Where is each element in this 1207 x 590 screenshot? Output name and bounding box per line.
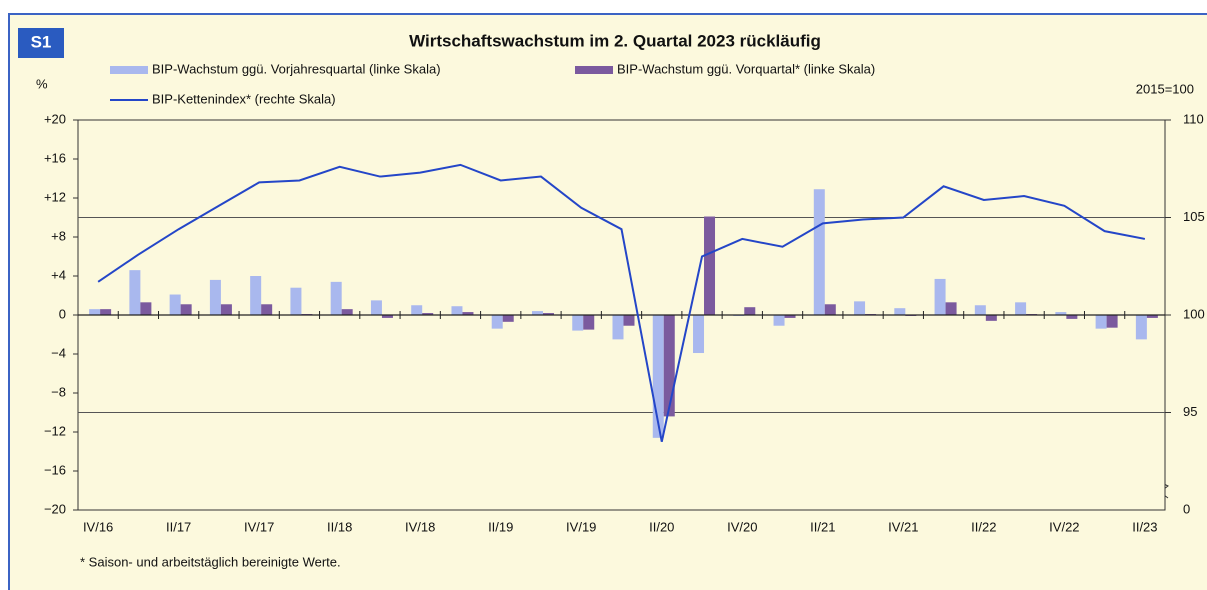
x-tick-label: II/19	[488, 519, 513, 534]
y2-axis-label: 2015=100	[1136, 81, 1194, 96]
y-tick-label: +16	[44, 150, 66, 165]
y2-tick-label: 95	[1183, 404, 1197, 419]
footnote: * Saison- und arbeitstäglich bereinigte …	[80, 554, 341, 569]
bar	[462, 312, 474, 315]
bar	[1106, 315, 1118, 328]
x-tick-label: II/23	[1132, 519, 1157, 534]
legend-label: BIP-Wachstum ggü. Vorquartal* (linke Ska…	[617, 61, 875, 76]
y-tick-label: +12	[44, 189, 66, 204]
bar	[89, 309, 101, 315]
x-tick-label: IV/17	[244, 519, 274, 534]
x-tick-label: II/17	[166, 519, 191, 534]
bar	[250, 276, 262, 315]
bar	[572, 315, 584, 331]
bar	[813, 189, 825, 315]
bar	[652, 315, 664, 438]
bar	[623, 315, 635, 326]
bar	[824, 304, 836, 315]
bar	[531, 311, 543, 315]
bar	[169, 294, 181, 315]
bar	[451, 306, 463, 315]
y-tick-label: −20	[44, 501, 66, 516]
y-tick-label: −4	[51, 345, 66, 360]
badge: S1	[31, 32, 52, 51]
x-tick-label: IV/18	[405, 519, 435, 534]
x-tick-label: II/18	[327, 519, 352, 534]
bar	[1066, 315, 1078, 319]
bar	[744, 307, 756, 315]
bar	[1055, 312, 1067, 315]
bar	[261, 304, 273, 315]
y-tick-label: +20	[44, 111, 66, 126]
y2-tick-label: 105	[1183, 209, 1205, 224]
y-tick-label: −8	[51, 384, 66, 399]
bar	[220, 304, 232, 315]
line	[97, 163, 1146, 442]
y-tick-label: 0	[59, 306, 66, 321]
bar	[330, 281, 342, 315]
y-tick-label: −12	[44, 423, 66, 438]
bar	[381, 315, 393, 318]
x-tick-label: II/20	[649, 519, 674, 534]
y2-tick-label: 110	[1183, 111, 1204, 126]
bar	[1135, 315, 1147, 340]
bar	[140, 302, 152, 315]
x-tick-label: IV/20	[727, 519, 757, 534]
bar	[854, 301, 866, 315]
x-tick-label: II/22	[971, 519, 996, 534]
y-axis-label: %	[36, 76, 48, 91]
bar	[1146, 315, 1158, 318]
bar	[784, 315, 796, 318]
legend-swatch	[575, 66, 613, 74]
bar	[180, 304, 192, 315]
x-tick-label: IV/21	[888, 519, 918, 534]
bar	[693, 315, 705, 354]
legend-label: BIP-Kettenindex* (rechte Skala)	[152, 91, 336, 106]
bar	[422, 313, 434, 315]
bar	[1015, 302, 1027, 315]
bar	[209, 279, 221, 315]
bar	[894, 308, 906, 315]
bar	[583, 315, 595, 330]
x-tick-label: IV/19	[566, 519, 596, 534]
legend-label: BIP-Wachstum ggü. Vorjahresquartal (link…	[152, 61, 441, 76]
bar	[542, 313, 554, 315]
bar	[100, 309, 112, 315]
bar	[663, 315, 675, 417]
bar	[704, 216, 716, 315]
y-tick-label: −16	[44, 462, 66, 477]
bar	[502, 315, 514, 322]
bar	[985, 315, 997, 321]
y2-tick-label: 100	[1183, 306, 1205, 321]
bar	[773, 315, 785, 326]
bar	[370, 300, 382, 315]
bar	[129, 270, 141, 315]
bar	[411, 305, 423, 315]
y-tick-label: +4	[51, 267, 66, 282]
bar	[934, 278, 946, 315]
legend-swatch	[110, 66, 148, 74]
bar	[341, 309, 353, 315]
badge-box	[18, 28, 64, 58]
y2-tick-label: 0	[1183, 501, 1190, 516]
bar	[491, 315, 503, 329]
y-tick-label: +8	[51, 228, 66, 243]
bar	[612, 315, 624, 340]
bar	[290, 287, 302, 315]
x-tick-label: II/21	[810, 519, 835, 534]
chart-title: Wirtschaftswachstum im 2. Quartal 2023 r…	[409, 31, 821, 50]
x-tick-label: IV/16	[83, 519, 113, 534]
bar	[945, 302, 957, 315]
bar	[1095, 315, 1107, 329]
x-tick-label: IV/22	[1049, 519, 1079, 534]
bar	[974, 305, 986, 315]
